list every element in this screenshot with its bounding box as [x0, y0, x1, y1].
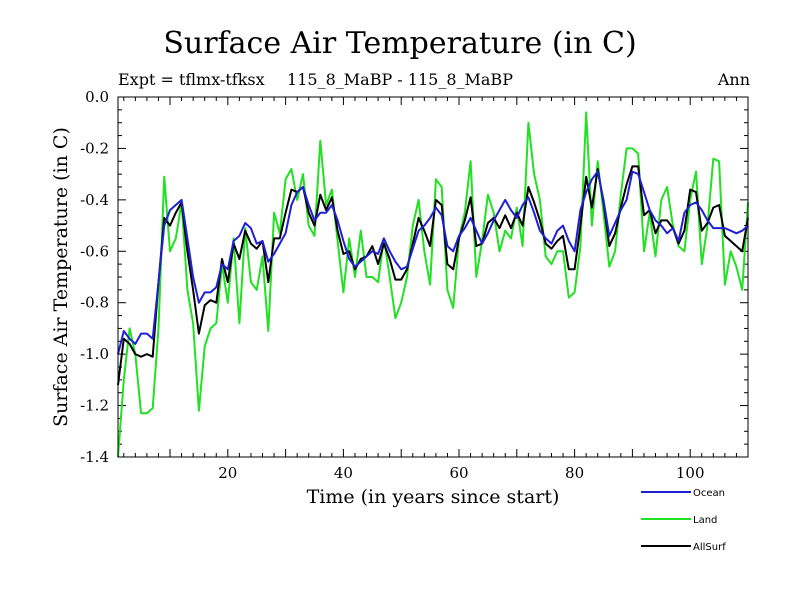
x-tick-label: 60: [449, 464, 468, 482]
y-tick-label: 0.0: [85, 88, 109, 106]
y-tick-label: -0.6: [80, 242, 109, 260]
series-line-ocean: [117, 170, 749, 355]
chart-title: Surface Air Temperature (in C): [163, 26, 637, 61]
y-tick-label: -0.2: [80, 139, 109, 157]
x-tick-label: 80: [565, 464, 584, 482]
y-tick-label: -1.4: [80, 448, 109, 466]
y-tick-label: -0.4: [80, 191, 109, 209]
series-line-allsurf: [117, 165, 749, 386]
x-tick-label: 40: [334, 464, 353, 482]
period-label: Ann: [717, 70, 750, 89]
x-tick-label: 100: [676, 464, 705, 482]
x-tick-label: 20: [218, 464, 237, 482]
tick-labels: 20 40 60 80 100 0.0 -0.2 -0.4 -0.6 -0.8 -1.0 -1.2 -1…: [80, 88, 704, 482]
y-tick-label: -0.8: [80, 294, 109, 312]
legend: Ocean Land AllSurf: [641, 488, 726, 553]
series-lines: [117, 111, 749, 458]
plot-frame: [117, 96, 749, 458]
x-axis-label: Time (in years since start): [307, 486, 560, 508]
legend-label-ocean: Ocean: [693, 488, 725, 499]
experiment-label: Expt = tflmx-tfksx: [118, 70, 265, 89]
y-tick-label: -1.0: [80, 345, 109, 363]
legend-label-allsurf: AllSurf: [693, 542, 726, 553]
case-label: 115_8_MaBP - 115_8_MaBP: [287, 70, 513, 89]
legend-label-land: Land: [693, 515, 717, 526]
axis-ticks: [118, 96, 749, 458]
series-line-land: [117, 111, 749, 458]
y-tick-label: -1.2: [80, 397, 109, 415]
y-axis-label: Surface Air Temperature (in C): [50, 127, 72, 427]
